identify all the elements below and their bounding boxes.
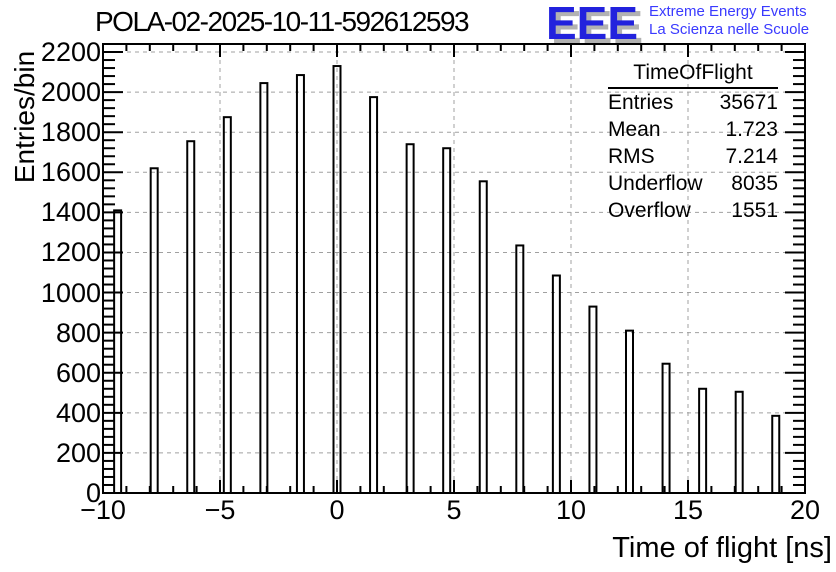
x-tick-label: 15 xyxy=(672,495,704,525)
stats-row-entries: Entries 35671 xyxy=(608,89,778,116)
histogram-bar xyxy=(588,305,598,494)
stats-label: Overflow xyxy=(608,199,691,222)
y-tick-label: 1600 xyxy=(40,157,101,188)
y-tick-label: 200 xyxy=(55,437,101,468)
eee-logo: EEE xyxy=(546,0,639,49)
histogram-bar xyxy=(698,387,708,494)
stats-box-title: TimeOfFlight xyxy=(608,60,778,89)
x-tick-label: 5 xyxy=(446,495,462,525)
y-tick-label: 2200 xyxy=(40,37,101,68)
histogram-bar xyxy=(369,96,379,494)
x-tick-label: 10 xyxy=(555,495,587,525)
x-tick-label: −5 xyxy=(204,495,236,525)
y-tick-label: 1000 xyxy=(40,277,101,308)
y-tick-label: 400 xyxy=(55,397,101,428)
y-tick-label: 600 xyxy=(55,357,101,388)
histogram-bar xyxy=(295,74,305,495)
stats-row-overflow: Overflow 1551 xyxy=(608,197,778,224)
stats-value: 8035 xyxy=(731,172,778,195)
x-axis-title: Time of flight [ns] xyxy=(612,532,832,564)
histogram-bar xyxy=(551,274,561,494)
histogram-bar xyxy=(186,140,196,494)
x-tick-label: 20 xyxy=(789,495,821,525)
y-tick-label: 2000 xyxy=(40,77,101,108)
stats-label: RMS xyxy=(608,145,655,168)
stats-label: Entries xyxy=(608,91,674,114)
y-tick-label: 1400 xyxy=(40,197,101,228)
stats-value: 35671 xyxy=(719,91,778,114)
histogram-bar xyxy=(405,143,415,495)
plot-title: POLA-02-2025-10-11-592612593 xyxy=(95,6,470,37)
histogram-bar xyxy=(259,82,269,494)
stats-label: Mean xyxy=(608,118,661,141)
y-tick-label: 0 xyxy=(85,478,101,508)
stats-label: Underflow xyxy=(608,172,703,195)
eee-logo-line2: La Scienza nelle Scuole xyxy=(649,21,810,38)
x-tick-label: −10 xyxy=(80,495,126,525)
y-tick-label: 800 xyxy=(55,317,101,348)
histogram-bar xyxy=(222,116,232,495)
histogram-bar xyxy=(478,180,488,494)
stats-value: 1551 xyxy=(731,199,778,222)
stats-value: 7.214 xyxy=(725,145,778,168)
x-tick-label: 0 xyxy=(329,495,345,525)
histogram-bar xyxy=(625,329,634,494)
histogram-bar xyxy=(661,362,671,495)
histogram-bar xyxy=(515,244,525,494)
stats-row-mean: Mean 1.723 xyxy=(608,116,778,143)
y-axis-title: Entries/bin xyxy=(9,50,40,184)
histogram-bar xyxy=(771,414,781,494)
y-tick-label: 1800 xyxy=(40,117,101,148)
stats-row-rms: RMS 7.214 xyxy=(608,143,778,170)
y-tick-label: 1200 xyxy=(40,237,101,268)
histogram-bar xyxy=(734,390,744,495)
stats-row-underflow: Underflow 8035 xyxy=(608,170,778,197)
eee-logo-line1: Extreme Energy Events xyxy=(649,3,807,20)
histogram-bar xyxy=(442,147,452,494)
stats-value: 1.723 xyxy=(725,118,778,141)
stats-box: TimeOfFlight Entries 35671 Mean 1.723 RM… xyxy=(608,60,778,224)
histogram-bar xyxy=(149,167,159,494)
